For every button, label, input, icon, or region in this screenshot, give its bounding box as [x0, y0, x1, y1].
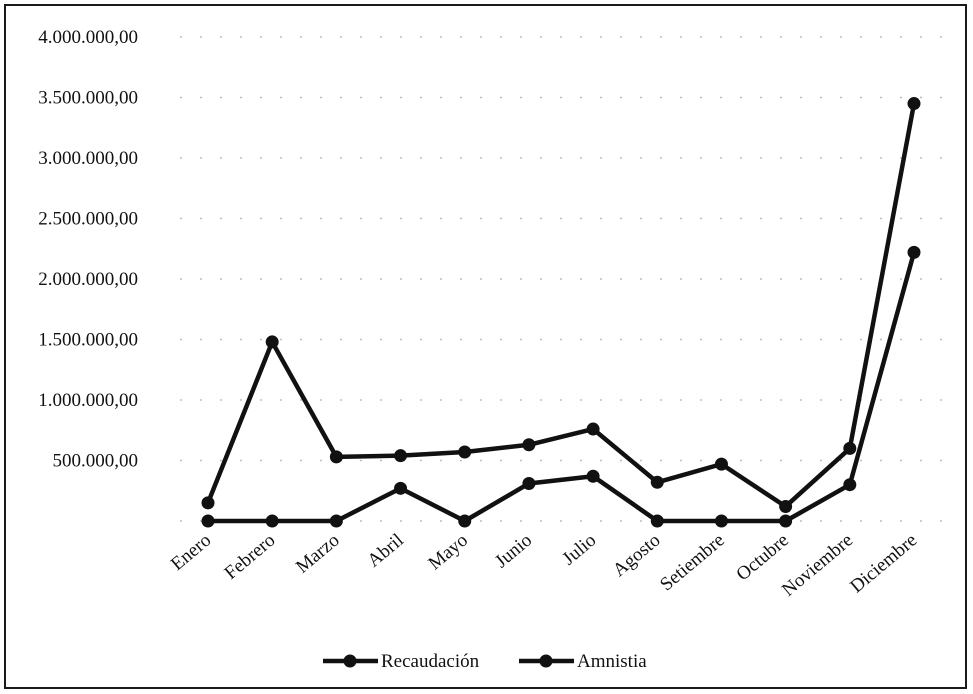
legend-marker — [539, 654, 553, 668]
data-point — [265, 514, 279, 528]
data-point — [586, 422, 600, 436]
data-point — [458, 514, 472, 528]
data-point — [201, 496, 215, 510]
x-tick-label: Noviembre — [778, 530, 857, 601]
y-axis-tick-labels: 500.000,00 1.000.000,00 1.500.000,00 2.000.… — [38, 27, 138, 472]
data-point — [714, 514, 728, 528]
data-point — [522, 476, 536, 490]
x-tick-label: Julio — [558, 530, 600, 570]
x-tick-label: Abril — [364, 530, 408, 572]
data-point — [779, 514, 793, 528]
data-point — [265, 335, 279, 349]
y-tick-label: 1.500.000,00 — [38, 330, 138, 351]
y-tick-label: 500.000,00 — [53, 451, 139, 472]
y-tick-label: 2.000.000,00 — [38, 269, 138, 290]
legend-label: Recaudación — [381, 651, 480, 672]
x-axis-tick-labels: Enero Febrero Marzo Abril Mayo Junio Julio Agos… — [167, 530, 921, 601]
x-tick-label: Mayo — [424, 530, 471, 575]
grid-layer — [180, 36, 945, 522]
series-line — [205, 103, 917, 509]
x-tick-label: Diciembre — [846, 530, 921, 598]
x-tick-label: Setiembre — [656, 530, 729, 596]
data-point — [650, 475, 664, 489]
x-tick-label: Agosto — [609, 530, 665, 581]
data-point — [650, 514, 664, 528]
x-tick-label: Marzo — [292, 530, 343, 578]
y-tick-label: 3.500.000,00 — [38, 88, 138, 109]
data-point — [329, 450, 343, 464]
data-point — [779, 499, 793, 513]
x-tick-label: Junio — [491, 530, 536, 573]
x-tick-label: Febrero — [221, 530, 280, 584]
series-layer — [201, 97, 921, 528]
legend-marker — [343, 654, 357, 668]
data-point — [714, 457, 728, 471]
chart-frame — [4, 4, 967, 689]
x-tick-label: Octubre — [732, 530, 792, 585]
data-point — [843, 441, 857, 455]
data-point — [201, 514, 215, 528]
legend: Recaudación Amnistia — [323, 651, 647, 672]
y-tick-label: 1.000.000,00 — [38, 390, 138, 411]
data-point — [394, 449, 408, 463]
data-point — [843, 478, 857, 492]
series-line — [208, 251, 917, 524]
y-tick-label: 2.500.000,00 — [38, 209, 138, 230]
y-tick-label: 3.000.000,00 — [38, 148, 138, 169]
data-point — [907, 245, 921, 259]
data-point — [329, 514, 343, 528]
y-tick-label: 4.000.000,00 — [38, 27, 138, 48]
data-point — [458, 445, 472, 459]
data-point — [586, 469, 600, 483]
data-point — [394, 481, 408, 495]
data-point — [522, 438, 536, 452]
legend-label: Amnistia — [577, 651, 647, 672]
x-tick-label: Enero — [167, 530, 215, 575]
data-point — [907, 97, 921, 111]
